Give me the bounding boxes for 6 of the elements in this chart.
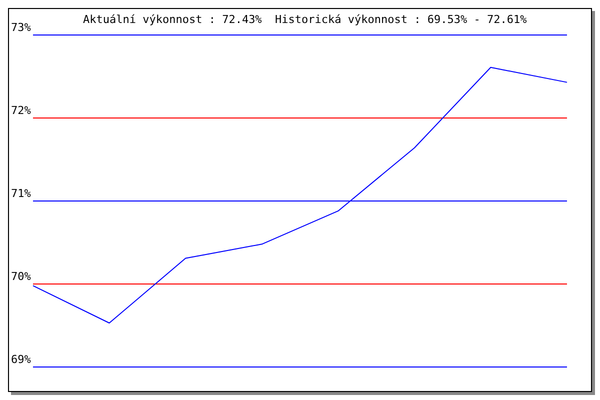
y-tick-label: 69% (11, 353, 32, 366)
y-tick-label: 70% (11, 270, 32, 283)
chart-title: Aktuální výkonnost : 72.43% Historická výkonnost : 69.53% - 72.61% (83, 13, 527, 26)
y-tick-label: 72% (11, 104, 32, 117)
y-tick-label: 73% (11, 21, 32, 34)
y-tick-label: 71% (11, 187, 32, 200)
